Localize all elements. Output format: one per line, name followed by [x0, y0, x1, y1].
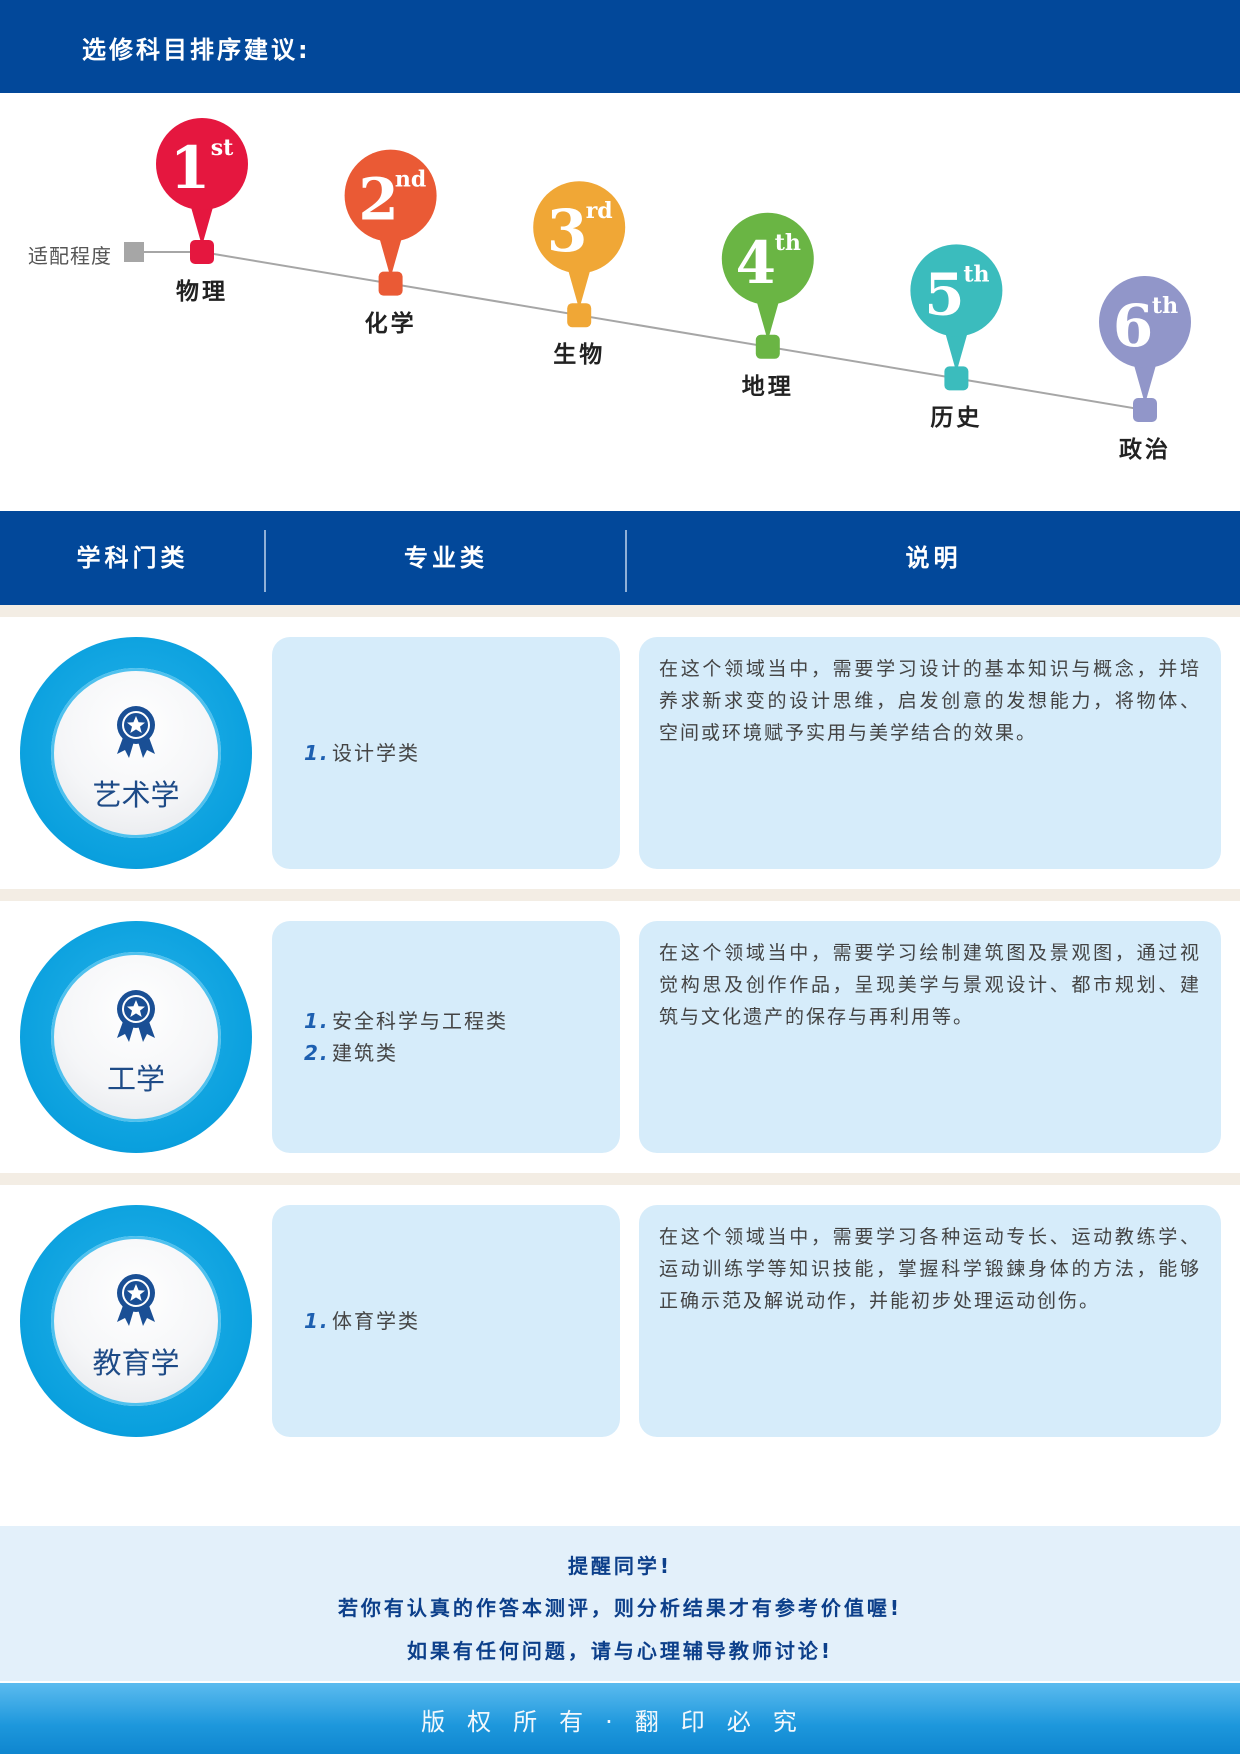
major-item: 1. 设计学类 [304, 741, 420, 765]
rank-number: 3 [547, 197, 587, 265]
rank-number: 1 [170, 134, 210, 202]
trend-line [201, 251, 1146, 411]
header-divider [625, 530, 627, 592]
rank-suffix: st [211, 135, 234, 161]
axis-marker [124, 242, 144, 262]
description-box: 在这个领域当中，需要学习绘制建筑图及景观图，通过视觉构思及创作作品，呈现美学与景… [639, 921, 1221, 1153]
subject-label: 物理 [176, 279, 228, 305]
row-divider [0, 889, 1240, 901]
majors-list: 1. 安全科学与工程类 2. 建筑类 [304, 921, 508, 1153]
table-row: 艺术学 1. 设计学类 在这个领域当中，需要学习设计的基本知识与概念，并培养求新求… [0, 617, 1240, 889]
table-header: 学科门类 专业类 说明 [0, 511, 1240, 605]
subject-label: 政治 [1119, 437, 1171, 463]
field-badge: 艺术学 [20, 637, 252, 869]
field-name: 工学 [106, 1062, 165, 1096]
majors-box: 1. 设计学类 [272, 637, 620, 869]
subject-label: 生物 [553, 342, 606, 369]
rank-marker: 3rd [533, 181, 626, 328]
row-divider [0, 1173, 1240, 1185]
rank-marker: 2nd [344, 149, 437, 296]
award-ribbon-icon [117, 1274, 155, 1326]
top-title-bar: 选修科目排序建议: [0, 0, 1240, 93]
field-name: 艺术学 [92, 778, 180, 812]
field-name: 教育学 [92, 1346, 180, 1380]
rank-suffix: th [1152, 293, 1178, 319]
rank-suffix: th [775, 230, 801, 256]
majors-box: 1. 体育学类 [272, 1205, 620, 1437]
major-item: 1. 体育学类 [304, 1309, 420, 1333]
header-description: 说明 [905, 544, 962, 572]
major-item: 2. 建筑类 [304, 1041, 398, 1065]
majors-list: 1. 设计学类 [304, 637, 420, 869]
rank-suffix: th [963, 261, 989, 287]
reminder-title: 提醒同学! [567, 1554, 673, 1578]
description-box: 在这个领域当中，需要学习设计的基本知识与概念，并培养求新求变的设计思维，启发创意… [639, 637, 1221, 869]
award-ribbon-icon [117, 706, 155, 758]
rank-number: 5 [924, 260, 964, 328]
page-title: 选修科目排序建议: [82, 36, 311, 64]
subject-label: 历史 [930, 405, 983, 432]
rank-suffix: rd [586, 198, 613, 224]
rank-number: 2 [358, 166, 398, 234]
reminder-line: 若你有认真的作答本测评，则分析结果才有参考价值喔! [337, 1596, 903, 1620]
table-row: 工学 1. 安全科学与工程类 2. 建筑类 在这个领域当中，需要学习绘制建筑图及景观… [0, 901, 1240, 1173]
majors-box: 1. 安全科学与工程类 2. 建筑类 [272, 921, 620, 1153]
description-text: 在这个领域当中，需要学习各种运动专长、运动教练学、运动训练学等知识技能，掌握科学… [659, 1226, 1201, 1312]
rank-marker: 5th [910, 244, 1003, 391]
table-row: 教育学 1. 体育学类 在这个领域当中，需要学习各种运动专长、运动教练学、运动训练… [0, 1185, 1240, 1457]
rank-marker: 6th [1099, 276, 1191, 422]
header-field: 学科门类 [76, 544, 189, 572]
reminder-panel: 提醒同学! 若你有认真的作答本测评，则分析结果才有参考价值喔! 如果有任何问题，… [0, 1526, 1240, 1681]
award-ribbon-icon [117, 990, 155, 1042]
rank-suffix: nd [395, 167, 426, 193]
subject-label: 化学 [364, 310, 417, 337]
header-divider [264, 530, 266, 592]
rank-number: 4 [736, 229, 776, 297]
subject-label: 地理 [741, 373, 794, 400]
header-majors: 专业类 [404, 544, 488, 572]
field-badge: 教育学 [20, 1205, 252, 1437]
copyright-text: 版权所有·翻印必究 [421, 1708, 819, 1736]
majors-list: 1. 体育学类 [304, 1205, 420, 1437]
fit-degree-label: 适配程度 [28, 244, 112, 268]
major-item: 1. 安全科学与工程类 [304, 1009, 508, 1033]
rank-marker: 4th [721, 212, 814, 359]
description-box: 在这个领域当中，需要学习各种运动专长、运动教练学、运动训练学等知识技能，掌握科学… [639, 1205, 1221, 1437]
row-divider [0, 605, 1240, 617]
description-text: 在这个领域当中，需要学习设计的基本知识与概念，并培养求新求变的设计思维，启发创意… [659, 658, 1201, 744]
field-badge: 工学 [20, 921, 252, 1153]
copyright-footer: 版权所有·翻印必究 [0, 1683, 1240, 1754]
description-text: 在这个领域当中，需要学习绘制建筑图及景观图，通过视觉构思及创作作品，呈现美学与景… [659, 942, 1201, 1028]
rank-number: 6 [1113, 292, 1153, 360]
reminder-line: 如果有任何问题，请与心理辅导教师讨论! [406, 1639, 834, 1663]
